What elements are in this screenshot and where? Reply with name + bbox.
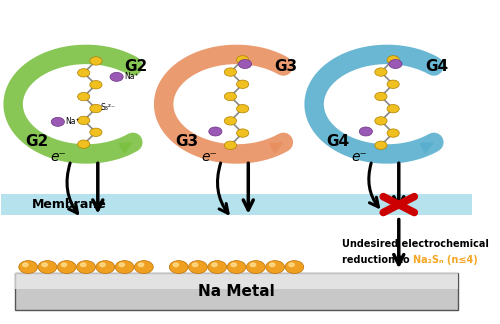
Text: Na⁺: Na⁺ [66, 117, 80, 126]
Circle shape [22, 263, 28, 267]
Text: Na⁺: Na⁺ [124, 72, 139, 81]
Circle shape [90, 81, 102, 89]
Text: Na Metal: Na Metal [198, 284, 275, 299]
Circle shape [238, 60, 252, 68]
Circle shape [19, 260, 38, 273]
Text: e⁻: e⁻ [352, 150, 368, 164]
Text: G4: G4 [326, 134, 349, 149]
Circle shape [100, 263, 105, 267]
Circle shape [236, 56, 249, 64]
Circle shape [375, 117, 387, 125]
Circle shape [90, 104, 102, 113]
Text: e⁻: e⁻ [202, 150, 217, 164]
Circle shape [115, 260, 134, 273]
Bar [2, 194, 472, 215]
Circle shape [96, 260, 114, 273]
Circle shape [110, 72, 123, 81]
Circle shape [138, 263, 143, 267]
Circle shape [227, 260, 246, 273]
Circle shape [78, 140, 90, 148]
Text: G2: G2 [124, 59, 147, 74]
Circle shape [42, 263, 48, 267]
Circle shape [387, 129, 399, 137]
Circle shape [236, 80, 249, 88]
Circle shape [76, 260, 96, 273]
Circle shape [192, 263, 198, 267]
Circle shape [173, 263, 178, 267]
Circle shape [289, 263, 294, 267]
Circle shape [209, 127, 222, 136]
Text: S₈²⁻: S₈²⁻ [100, 103, 115, 112]
Circle shape [224, 92, 236, 101]
Circle shape [51, 117, 64, 126]
Circle shape [78, 69, 90, 77]
Circle shape [236, 105, 249, 113]
Circle shape [375, 68, 387, 76]
Circle shape [224, 68, 236, 76]
Text: G3: G3 [274, 59, 297, 74]
Circle shape [208, 260, 227, 273]
Circle shape [119, 263, 124, 267]
Bar [16, 273, 458, 310]
Circle shape [285, 260, 304, 273]
Text: G4: G4 [425, 59, 448, 74]
Circle shape [250, 263, 256, 267]
Circle shape [387, 105, 399, 113]
Circle shape [62, 263, 66, 267]
Text: Na₂Sₙ (n≤4): Na₂Sₙ (n≤4) [413, 255, 478, 265]
Circle shape [224, 141, 236, 149]
Circle shape [80, 263, 86, 267]
Circle shape [90, 128, 102, 136]
Circle shape [387, 56, 399, 64]
Text: reduction to: reduction to [342, 255, 413, 265]
Circle shape [170, 260, 188, 273]
Circle shape [231, 263, 236, 267]
Circle shape [375, 141, 387, 149]
Circle shape [38, 260, 57, 273]
Text: e⁻: e⁻ [51, 150, 66, 164]
Circle shape [389, 60, 402, 68]
Circle shape [212, 263, 217, 267]
Circle shape [266, 260, 284, 273]
Circle shape [58, 260, 76, 273]
Circle shape [387, 80, 399, 88]
Circle shape [236, 129, 249, 137]
Circle shape [246, 260, 265, 273]
Text: G2: G2 [25, 134, 48, 149]
Circle shape [78, 116, 90, 124]
Text: Membrane: Membrane [32, 198, 106, 211]
Circle shape [224, 117, 236, 125]
Bar [16, 273, 458, 289]
Circle shape [360, 127, 372, 136]
Circle shape [78, 92, 90, 101]
Circle shape [188, 260, 208, 273]
Text: G3: G3 [176, 134, 199, 149]
Text: Undesired electrochemical: Undesired electrochemical [342, 239, 488, 249]
Circle shape [134, 260, 154, 273]
Circle shape [270, 263, 275, 267]
Circle shape [90, 57, 102, 65]
Circle shape [375, 92, 387, 101]
